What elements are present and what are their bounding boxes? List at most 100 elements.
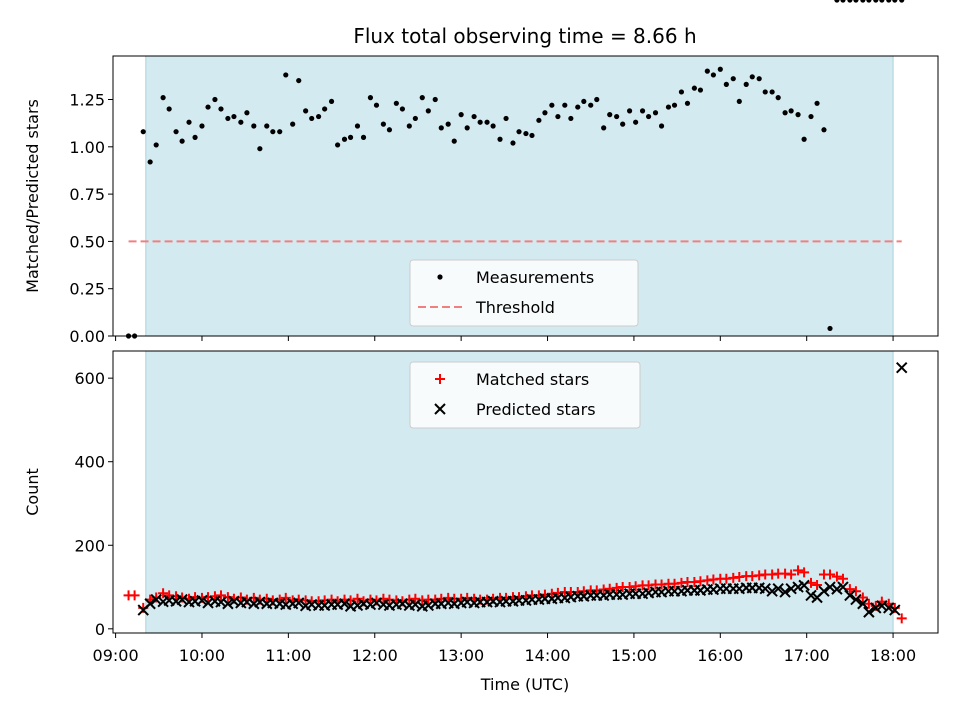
measurement-point (257, 146, 263, 152)
measurement-point (749, 74, 755, 80)
measurement-point (646, 113, 652, 120)
predicted-star-point (422, 599, 435, 612)
measurement-point (691, 85, 697, 91)
predicted-star-point (409, 598, 422, 611)
measurement-point (399, 106, 405, 112)
predicted-star-point (176, 593, 188, 606)
measurement-point (620, 121, 626, 127)
predicted-star-point (772, 583, 784, 595)
measurement-point (412, 115, 418, 122)
measurement-point (581, 98, 587, 105)
x-tick-label: 10:00 (179, 646, 225, 665)
top-x-ticks (115, 336, 894, 341)
measurement-point (808, 113, 814, 120)
bottom-legend-box (409, 361, 641, 429)
top-legend-box (409, 259, 639, 327)
bottom-axes-frame (112, 350, 939, 634)
top-y-tick-label: 0.75 (69, 185, 105, 204)
predicted-star-point (215, 596, 227, 608)
measurement-point (568, 115, 574, 122)
chart-title: Flux total observing time = 8.66 h (353, 24, 696, 48)
measurement-point (782, 110, 788, 116)
matched-star-point (837, 573, 848, 584)
bottom-y-axis-label: Count (23, 468, 42, 516)
predicted-star-point (150, 593, 162, 606)
predicted-star-point (759, 583, 771, 595)
x-tick-label: 09:00 (93, 646, 139, 665)
measurement-point (451, 138, 457, 144)
matched-star-point (352, 593, 363, 604)
measurement-point (814, 100, 820, 106)
matched-star-point (799, 567, 810, 578)
measurement-point (425, 108, 431, 114)
predicted-star-point (805, 589, 817, 602)
predicted-star-point (254, 596, 266, 608)
measurement-point (684, 100, 691, 106)
matched-star-point (844, 584, 855, 595)
measurement-point (347, 134, 354, 140)
predicted-star-point (824, 581, 836, 593)
measurement-point (296, 77, 302, 84)
matched-star-point (825, 569, 836, 580)
measurement-point (678, 89, 685, 95)
predicted-star-point (870, 602, 882, 614)
measurement-point (879, 0, 885, 3)
measurement-point (484, 119, 490, 125)
measurement-point (704, 68, 710, 74)
predicted-star-point (779, 586, 791, 598)
bottom-y-ticks: 0 200 400 600 (74, 369, 113, 639)
legend-predicted-marker (434, 403, 446, 415)
bottom-panel: 0 200 400 600 09:00 10:00 11:00 12:00 13:00 14:0… (23, 350, 939, 694)
x-tick-label: 16:00 (697, 646, 743, 665)
measurement-point (464, 125, 470, 131)
measurement-point (853, 0, 859, 3)
measurement-point (562, 102, 568, 108)
measurement-point (179, 138, 185, 144)
measurement-point (290, 121, 296, 127)
measurement-point (529, 132, 535, 139)
measurement-point (723, 81, 729, 87)
top-y-tick-label: 1.25 (69, 91, 105, 110)
matched-star-point (158, 588, 169, 599)
measurement-point (730, 76, 736, 82)
measurement-point (866, 0, 872, 3)
legend-predicted-label: Predicted stars (476, 400, 596, 419)
measurement-point (360, 134, 367, 140)
measurement-point (328, 98, 335, 105)
measurement-point (847, 0, 853, 3)
measurement-point (490, 123, 496, 129)
measurement-point (769, 89, 775, 95)
predicted-star-point (889, 604, 901, 616)
predicted-stars-points (137, 362, 908, 618)
measurement-point (497, 136, 503, 142)
measurement-point (516, 129, 522, 135)
measurement-point (316, 113, 322, 120)
predicted-star-point (766, 585, 778, 597)
predicted-star-point (831, 583, 843, 595)
measurement-point (432, 96, 438, 103)
top-y-tick-label: 0.25 (69, 280, 105, 299)
measurement-point (419, 95, 425, 101)
top-y-tick-label: 1.00 (69, 138, 105, 157)
matched-star-point (896, 613, 907, 624)
measurement-point (542, 110, 548, 116)
predicted-star-point (863, 606, 875, 618)
measurement-point (626, 108, 633, 114)
measurement-point (341, 136, 348, 142)
measurement-point (801, 136, 807, 142)
legend-measurements-label: Measurements (476, 268, 594, 287)
legend-threshold-label: Threshold (475, 298, 555, 317)
measurement-point (873, 0, 879, 3)
measurement-point (821, 127, 827, 133)
legend-measurements-marker (437, 274, 443, 280)
measurement-point (380, 121, 386, 127)
measurement-point (192, 134, 198, 140)
top-y-tick-label: 0.50 (69, 232, 105, 251)
measurement-point (160, 95, 166, 101)
matched-star-point (793, 565, 804, 576)
matched-star-point (831, 571, 842, 582)
matched-star-point (222, 592, 233, 603)
predicted-star-point (396, 598, 409, 610)
measurement-point (212, 96, 218, 103)
measurement-point (277, 129, 283, 135)
